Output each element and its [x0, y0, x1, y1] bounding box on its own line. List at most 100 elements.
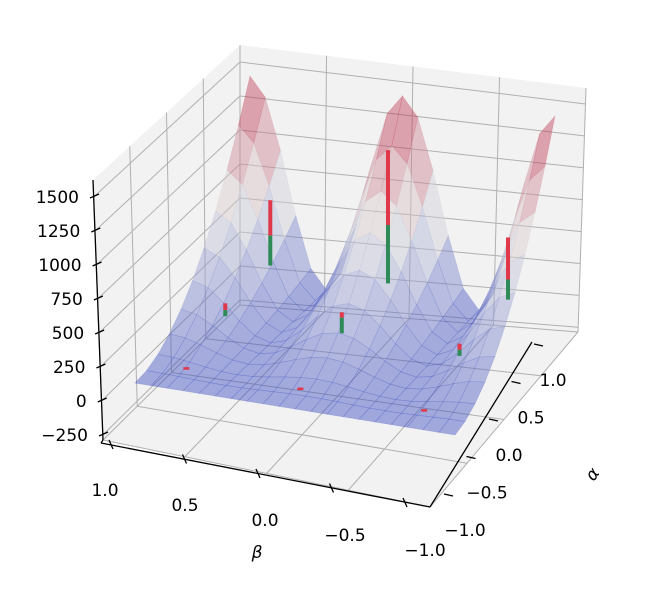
- surface-patch: [405, 304, 433, 346]
- surface-patch: [189, 344, 218, 368]
- surface-patch: [369, 325, 396, 362]
- surface-patch: [230, 387, 259, 402]
- surface-patch: [374, 360, 402, 385]
- surface-patch: [389, 371, 418, 389]
- surface-patch: [337, 303, 365, 339]
- surface-patch: [416, 282, 443, 333]
- surface-patch: [289, 377, 318, 397]
- surface-patch: [286, 311, 314, 341]
- beta-grid-line-back: [493, 77, 500, 326]
- z-tick-label: 1000: [38, 256, 81, 276]
- surface-patch: [265, 309, 294, 333]
- surface-patch: [246, 389, 275, 405]
- surface-patch: [294, 395, 323, 412]
- surface-patch: [468, 284, 495, 334]
- surface-patch: [214, 385, 243, 399]
- surface-patch: [281, 314, 309, 333]
- surface-patch: [473, 297, 500, 341]
- surface-patch: [299, 268, 327, 302]
- surface-patch: [316, 274, 345, 318]
- surface-patch: [411, 205, 439, 284]
- surface-patch: [468, 292, 495, 322]
- surface-patch: [314, 272, 342, 301]
- surface-patch: [305, 378, 333, 400]
- surface-patch: [347, 368, 376, 393]
- surface-patch: [268, 149, 297, 241]
- point-mark: [297, 387, 304, 391]
- z-tick: [93, 295, 104, 301]
- surface-patch: [400, 239, 428, 306]
- surface-patch: [207, 256, 236, 304]
- surface-patch: [422, 416, 450, 433]
- surface-patch: [209, 371, 238, 386]
- z-axis-line: [92, 179, 104, 441]
- alpha-tick-label: 0.0: [495, 446, 522, 466]
- axis-corner: [100, 439, 104, 444]
- surface-patch: [400, 358, 428, 378]
- surface-patch: [192, 247, 220, 289]
- alpha-grid-line-left: [166, 112, 172, 373]
- axis-lines: [89, 179, 544, 508]
- surface-patch: [406, 116, 434, 208]
- surface-patch: [348, 269, 376, 312]
- surface-patch: [452, 288, 480, 322]
- beta-tick-label: −0.5: [324, 526, 365, 546]
- surface-patch: [337, 386, 365, 406]
- beta-axis-label: β: [251, 543, 263, 563]
- surface-patch: [232, 347, 261, 365]
- surface-patch: [431, 352, 459, 378]
- surface-patch: [326, 401, 355, 418]
- surface-patch: [272, 238, 301, 298]
- surface-patch: [219, 221, 247, 279]
- surface-patch: [308, 270, 336, 315]
- beta-grid-line-floor: [184, 311, 325, 458]
- surface-patch: [250, 282, 278, 324]
- surface-patch: [488, 219, 515, 292]
- beta-tick-label: −1.0: [404, 541, 445, 561]
- surface-patch: [278, 393, 307, 410]
- surface-patch: [323, 232, 351, 292]
- surface-patch: [422, 169, 449, 261]
- surface-patch: [196, 287, 225, 326]
- beta-tick-label: 1.0: [91, 481, 118, 501]
- surface-patch: [437, 362, 465, 388]
- surface-patch: [261, 261, 289, 311]
- surface-patch: [290, 316, 318, 348]
- beta-tick-label: 0.0: [251, 511, 278, 531]
- surface-patch: [415, 362, 444, 378]
- z-tick: [89, 193, 100, 199]
- surface-patch: [247, 352, 276, 366]
- surface-patch: [239, 301, 267, 337]
- surface-patch: [292, 300, 320, 323]
- surface-patch: [437, 234, 464, 305]
- surface-patch: [134, 370, 163, 386]
- surface-patch: [252, 362, 281, 378]
- surface-patch: [342, 404, 370, 420]
- surface-patch: [288, 282, 316, 312]
- alpha-axis-label: α: [581, 464, 604, 485]
- surface-patch: [438, 418, 466, 436]
- surface-patch: [391, 95, 419, 165]
- surface-patch: [384, 343, 412, 373]
- left-pane: [93, 45, 240, 440]
- surface-patch: [416, 401, 444, 418]
- surface-patch: [426, 349, 454, 367]
- surface-patch: [241, 376, 270, 391]
- z-tick: [98, 431, 109, 437]
- alpha-tick: [511, 380, 521, 385]
- surface-patch: [177, 361, 207, 380]
- surface-patch: [395, 324, 423, 360]
- point-mark: [421, 409, 428, 412]
- surface-patch: [150, 372, 180, 389]
- surface-patch: [306, 305, 334, 340]
- surface-patch: [303, 286, 331, 312]
- surface-patch: [297, 291, 325, 328]
- beta-grid-line-floor: [266, 318, 410, 474]
- surface-patch: [442, 333, 469, 364]
- z-tick-label: 250: [53, 358, 85, 378]
- alpha-tick: [466, 455, 476, 460]
- surface-patch: [216, 337, 245, 361]
- surface-patch: [488, 292, 516, 330]
